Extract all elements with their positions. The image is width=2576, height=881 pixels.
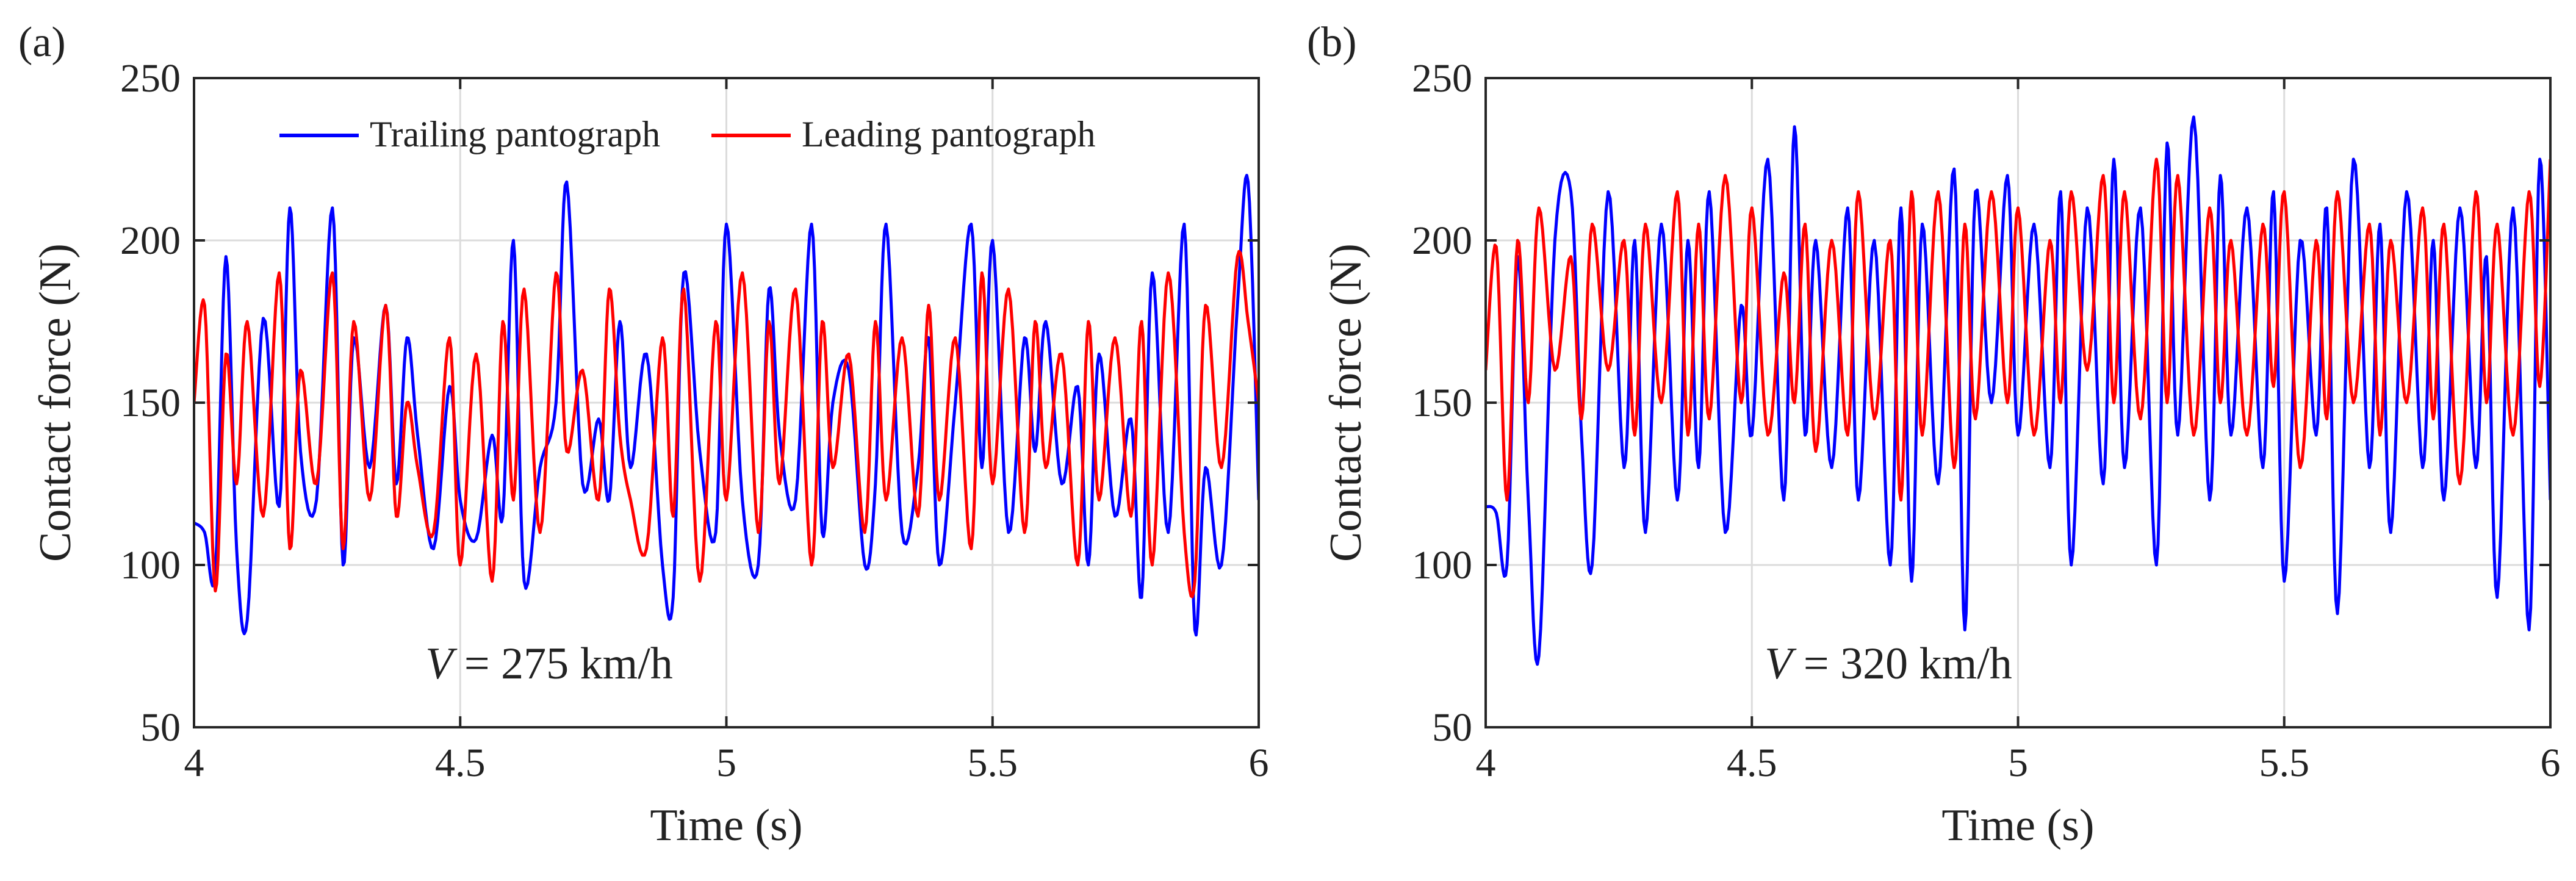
x-tick-label: 4 — [1476, 741, 1496, 785]
x-tick-label: 4 — [184, 741, 204, 785]
y-tick-label: 200 — [120, 218, 181, 263]
panel-b: 4 4.5 5 5.5 6 50 100 150 200 250 Time (s) Contact f… — [1307, 19, 2561, 850]
x-tick-label: 5.5 — [968, 741, 1018, 785]
y-axis-label: Contact force (N) — [1321, 243, 1371, 562]
legend: Trailing pantograph Leading pantograph — [279, 114, 1096, 154]
y-tick-label: 100 — [120, 543, 181, 588]
legend-label-trailing: Trailing pantograph — [370, 114, 660, 154]
legend-label-leading: Leading pantograph — [802, 114, 1096, 154]
y-tick-label: 100 — [1412, 543, 1472, 588]
y-tick-label: 250 — [120, 56, 181, 101]
y-tick-label: 50 — [1432, 705, 1472, 750]
x-axis-label: Time (s) — [1941, 800, 2094, 850]
panel-label: (a) — [18, 19, 66, 66]
x-tick-label: 6 — [2541, 741, 2561, 785]
panel-a: 4 4.5 5 5.5 6 50 100 150 200 250 Time (s) Contact f… — [18, 19, 1269, 850]
x-tick-label: 4.5 — [1727, 741, 1777, 785]
series-line-leading — [194, 250, 1259, 599]
x-tick-label: 5 — [2008, 741, 2028, 785]
speed-variable: V — [425, 639, 458, 689]
speed-annotation: V = 320 km/h — [1765, 639, 2012, 689]
y-tick-label: 200 — [1412, 218, 1472, 263]
panel-label: (b) — [1307, 19, 1357, 66]
speed-variable: V — [1765, 639, 1797, 689]
speed-value: = 275 km/h — [453, 639, 672, 689]
y-tick-label: 150 — [120, 381, 181, 425]
speed-annotation: V = 275 km/h — [425, 639, 673, 689]
x-axis-label: Time (s) — [650, 800, 802, 850]
x-tick-label: 4.5 — [435, 741, 486, 785]
y-axis-label: Contact force (N) — [31, 243, 81, 562]
y-tick-label: 250 — [1412, 56, 1472, 101]
y-tick-label: 50 — [140, 705, 181, 750]
y-tick-label: 150 — [1412, 381, 1472, 425]
x-tick-label: 5.5 — [2259, 741, 2310, 785]
series-line-leading — [1486, 157, 2550, 502]
speed-value: = 320 km/h — [1792, 639, 2012, 689]
x-tick-label: 5 — [716, 741, 736, 785]
x-tick-label: 6 — [1249, 741, 1269, 785]
